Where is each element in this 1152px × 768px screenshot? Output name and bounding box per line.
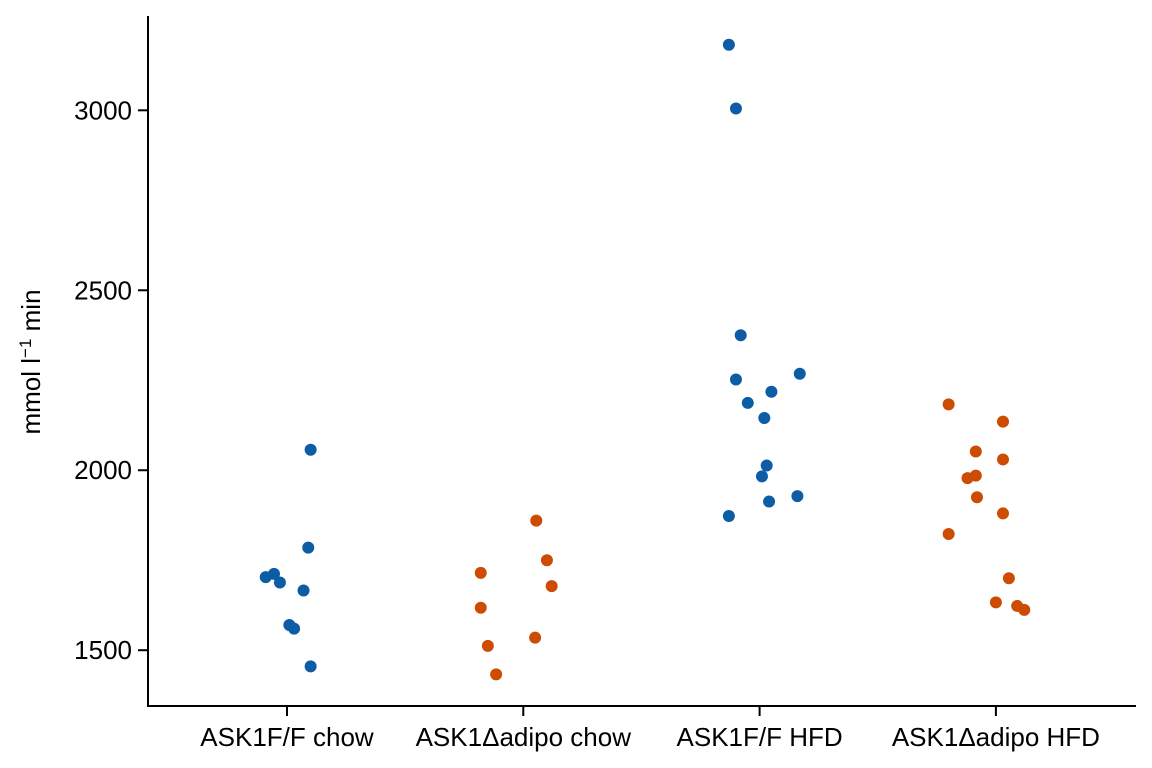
data-point [722, 38, 735, 51]
data-point [1018, 603, 1031, 616]
y-tick-label: 2000 [74, 455, 132, 485]
data-point [996, 453, 1009, 466]
data-point [474, 601, 487, 614]
axes: 1500 2000 2500 3000 ASK1F/F chow ASK1Δadipo c… [74, 16, 1136, 752]
data-point [304, 443, 317, 456]
data-point [970, 491, 983, 504]
data-points [259, 38, 1031, 681]
data-point [297, 584, 310, 597]
data-point [302, 541, 315, 554]
data-point [989, 596, 1002, 609]
data-point [529, 631, 542, 644]
y-tick-label: 1500 [74, 635, 132, 665]
data-point [490, 668, 503, 681]
data-point [942, 527, 955, 540]
data-point [288, 622, 301, 635]
x-tick-label: ASK1Δadipo chow [416, 722, 632, 752]
data-point [545, 580, 558, 593]
data-point [273, 576, 286, 589]
data-point [734, 329, 747, 342]
data-point [763, 495, 776, 508]
data-point [729, 373, 742, 386]
data-point [765, 385, 778, 398]
y-axis-title-group: mmol l−1 min [16, 289, 47, 434]
data-point [540, 554, 553, 567]
data-point [942, 398, 955, 411]
data-point [755, 470, 768, 483]
data-point [474, 566, 487, 579]
data-point [729, 102, 742, 115]
y-tick-label: 2500 [74, 275, 132, 305]
y-axis-title-suffix: min [16, 289, 46, 338]
data-point [996, 507, 1009, 520]
data-point [791, 490, 804, 503]
data-point [722, 509, 735, 522]
data-point [793, 367, 806, 380]
x-tick-label: ASK1F/F chow [200, 722, 374, 752]
y-axis-title-superscript: −1 [16, 339, 35, 358]
y-axis-title-main: mmol l [16, 358, 46, 435]
x-tick-label: ASK1Δadipo HFD [892, 722, 1100, 752]
data-point [304, 660, 317, 673]
x-tick-label: ASK1F/F HFD [677, 722, 843, 752]
data-point [758, 412, 771, 425]
data-point [760, 459, 773, 472]
data-point [268, 567, 281, 580]
y-tick-label: 3000 [74, 95, 132, 125]
data-point [996, 415, 1009, 428]
data-point [969, 445, 982, 458]
data-point [481, 639, 494, 652]
data-point [961, 472, 974, 485]
data-point [741, 396, 754, 409]
data-point [530, 514, 543, 527]
data-point [1002, 572, 1015, 585]
y-axis-title: mmol l−1 min [16, 289, 47, 434]
